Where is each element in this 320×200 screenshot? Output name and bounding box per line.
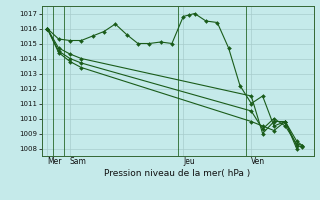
X-axis label: Pression niveau de la mer( hPa ): Pression niveau de la mer( hPa ) <box>104 169 251 178</box>
